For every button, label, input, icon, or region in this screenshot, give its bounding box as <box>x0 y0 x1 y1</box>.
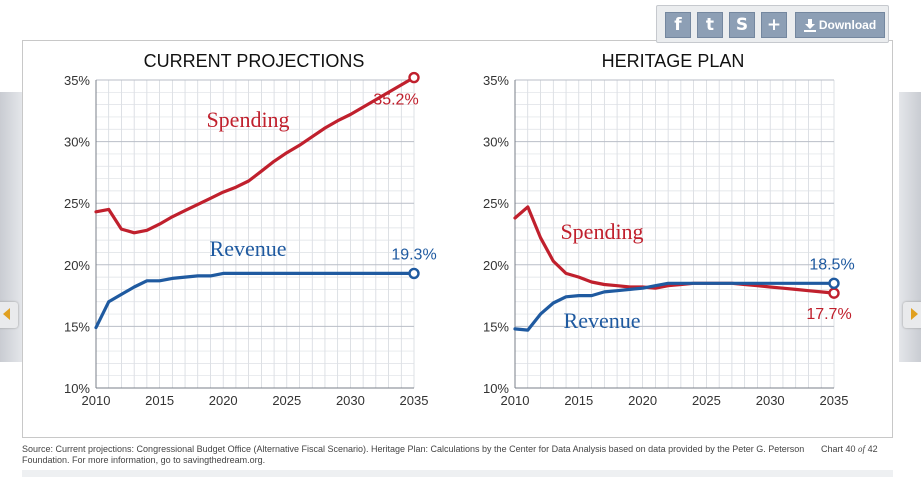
previous-chart-button[interactable] <box>0 302 18 328</box>
series-name-label: Revenue <box>210 236 287 261</box>
bottom-strip <box>22 470 893 477</box>
series-name-label: Spending <box>560 219 643 244</box>
next-chart-button[interactable] <box>903 302 921 328</box>
series-name-label: Revenue <box>564 308 641 333</box>
y-tick-label: 25% <box>483 196 509 211</box>
chart-current-projections: 10% 15% 20% 25% 30% 35% 2010 2015 2020 2025 2030 20… <box>64 51 437 408</box>
chart-counter-current: Chart 40 <box>821 444 856 454</box>
y-tick-label: 10% <box>483 381 509 396</box>
download-label: Download <box>818 18 877 32</box>
series-end-label: 18.5% <box>809 256 854 273</box>
chart-frame <box>22 40 893 438</box>
chevron-right-icon <box>911 308 918 320</box>
series-line-spending <box>94 75 416 235</box>
x-tick-label: 2030 <box>756 393 785 408</box>
series-line-revenue <box>94 271 416 330</box>
y-tick-label: 20% <box>483 258 509 273</box>
x-tick-label: 2020 <box>628 393 657 408</box>
series-line-spending <box>513 205 836 295</box>
x-tick-label: 2025 <box>692 393 721 408</box>
series-end-label: 17.7% <box>806 306 851 323</box>
x-tick-label: 2010 <box>501 393 530 408</box>
y-tick-label: 25% <box>64 196 90 211</box>
left-side-panel <box>0 92 22 362</box>
twitter-icon: t <box>705 15 715 35</box>
y-tick-label: 35% <box>483 73 509 88</box>
series-end-label: 35.2% <box>373 92 418 109</box>
x-tick-label: 2010 <box>82 393 111 408</box>
x-tick-label: 2015 <box>145 393 174 408</box>
y-tick-label: 30% <box>483 135 509 150</box>
facebook-share-button[interactable]: f <box>665 12 691 38</box>
series-end-point <box>828 287 840 299</box>
download-button[interactable]: Download <box>795 12 885 38</box>
share-toolbar: f t S + Download <box>656 5 889 43</box>
chart-counter-total: 42 <box>867 444 878 454</box>
series-end-point <box>408 267 420 280</box>
x-tick-label: 2025 <box>272 393 301 408</box>
series-end-point <box>408 71 420 84</box>
x-tick-label: 2035 <box>820 393 849 408</box>
series-end-label: 19.3% <box>391 246 436 263</box>
y-tick-label: 20% <box>64 258 90 273</box>
source-note: Source: Current projections: Congression… <box>22 444 805 465</box>
x-tick-label: 2015 <box>564 393 593 408</box>
plus-icon: + <box>766 15 782 35</box>
y-tick-label: 15% <box>483 319 509 334</box>
twitter-share-button[interactable]: t <box>697 12 723 38</box>
y-tick-label: 15% <box>64 319 90 334</box>
chart-counter: Chart 40 of 42 <box>821 444 878 454</box>
x-tick-label: 2035 <box>400 393 429 408</box>
y-tick-label: 30% <box>64 135 90 150</box>
stumbleupon-share-button[interactable]: S <box>729 12 755 38</box>
right-side-panel <box>899 92 921 362</box>
x-tick-label: 2020 <box>209 393 238 408</box>
facebook-icon: f <box>674 15 682 35</box>
download-icon <box>803 18 816 32</box>
y-tick-label: 10% <box>64 381 90 396</box>
chart-title: CURRENT PROJECTIONS <box>144 51 365 71</box>
stumbleupon-icon: S <box>735 15 749 35</box>
y-tick-label: 35% <box>64 73 90 88</box>
chevron-left-icon <box>3 308 10 320</box>
series-line-revenue <box>513 281 836 332</box>
more-share-button[interactable]: + <box>761 12 787 38</box>
series-end-point <box>828 277 840 289</box>
series-name-label: Spending <box>206 107 289 132</box>
x-tick-label: 2030 <box>336 393 365 408</box>
chart-title: HERITAGE PLAN <box>602 51 745 71</box>
chart-counter-of: of <box>858 444 866 454</box>
chart-heritage-plan: 10% 15% 20% 25% 30% 35% 2010 2015 2020 2025 2030 20… <box>483 51 855 408</box>
